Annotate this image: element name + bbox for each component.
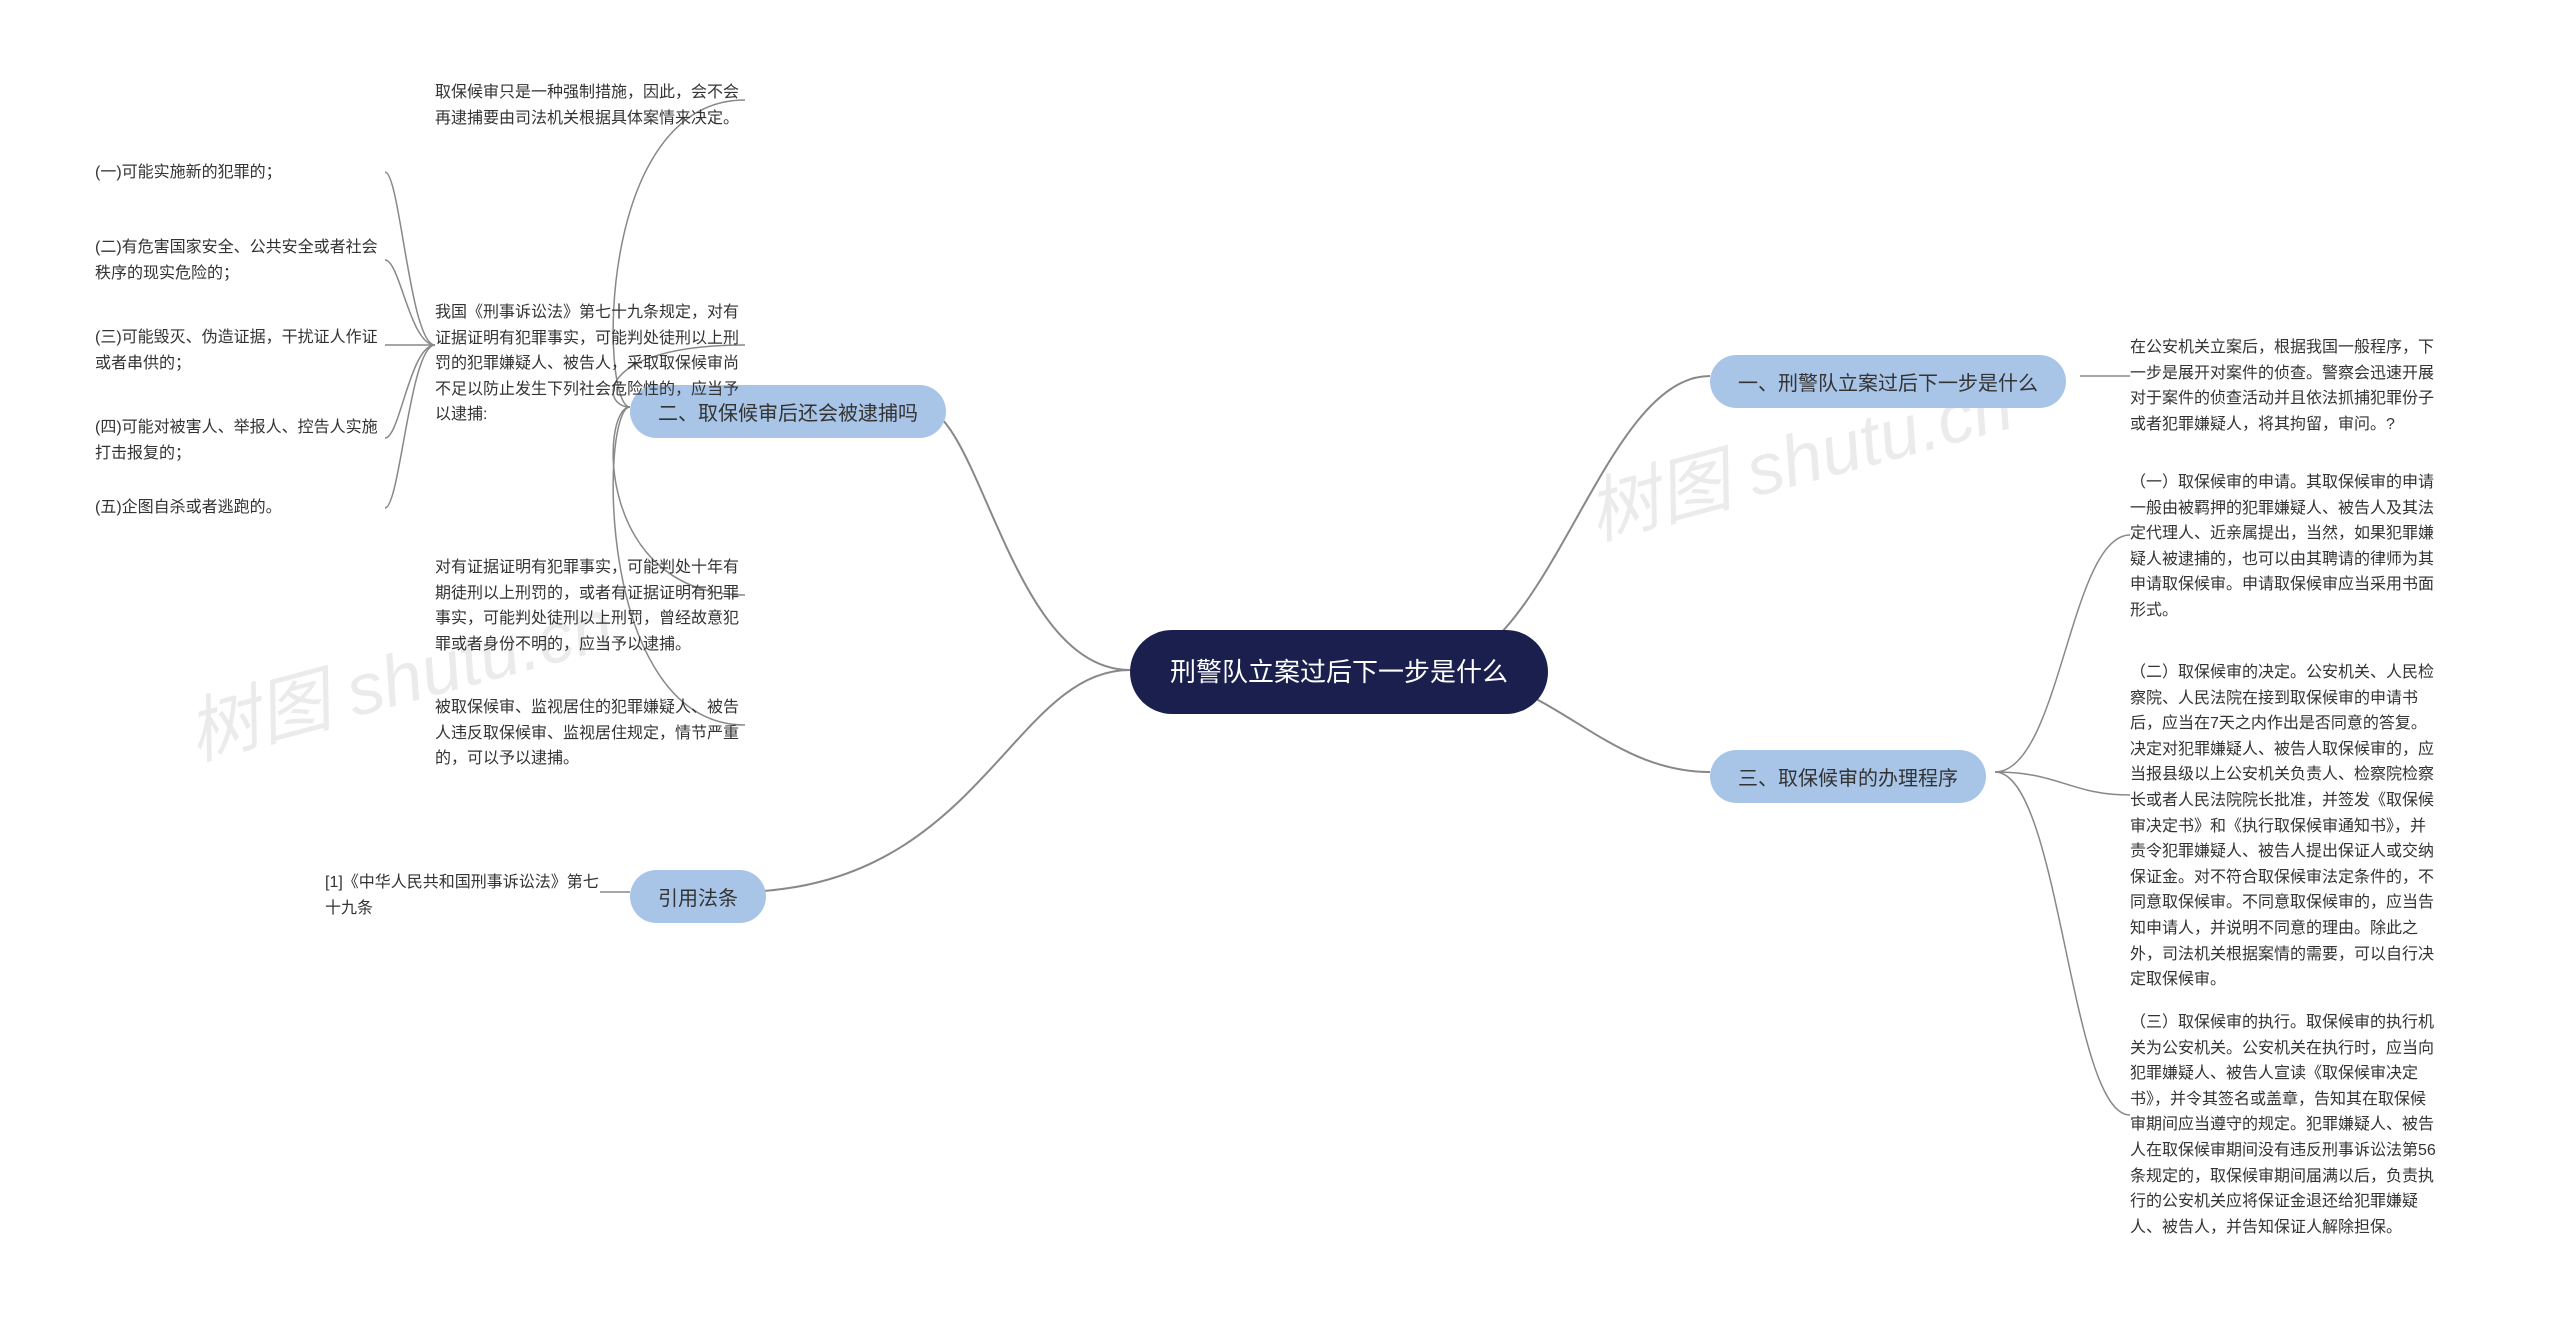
leaf-b3-3: （三）取保候审的执行。取保候审的执行机关为公安机关。公安机关在执行时，应当向犯罪… [2130,1010,2440,1240]
leaf-b2-3: 对有证据证明有犯罪事实，可能判处十年有期徒刑以上刑罚的，或者有证据证明有犯罪事实… [435,555,745,657]
leaf-b2-2: 我国《刑事诉讼法》第七十九条规定，对有证据证明有犯罪事实，可能判处徒刑以上刑罚的… [435,300,745,428]
center-node[interactable]: 刑警队立案过后下一步是什么 [1130,630,1548,714]
branch-4[interactable]: 引用法条 [630,870,766,923]
branch-1[interactable]: 一、刑警队立案过后下一步是什么 [1710,355,2066,408]
leaf-b2-2-4: (四)可能对被害人、举报人、控告人实施打击报复的； [95,415,385,466]
leaf-b3-1: （一）取保候审的申请。其取保候审的申请一般由被羁押的犯罪嫌疑人、被告人及其法定代… [2130,470,2440,624]
leaf-b2-4: 被取保候审、监视居住的犯罪嫌疑人、被告人违反取保候审、监视居住规定，情节严重的，… [435,695,745,772]
leaf-b2-2-3: (三)可能毁灭、伪造证据，干扰证人作证或者串供的； [95,325,385,376]
leaf-b1-1: 在公安机关立案后，根据我国一般程序，下一步是展开对案件的侦查。警察会迅速开展对于… [2130,335,2440,437]
leaf-b2-2-2: (二)有危害国家安全、公共安全或者社会秩序的现实危险的； [95,235,385,286]
leaf-b4-1: [1]《中华人民共和国刑事诉讼法》第七十九条 [325,870,605,921]
leaf-b3-2: （二）取保候审的决定。公安机关、人民检察院、人民法院在接到取保候审的申请书后，应… [2130,660,2440,993]
leaf-b2-2-5: (五)企图自杀或者逃跑的。 [95,495,282,521]
branch-3[interactable]: 三、取保候审的办理程序 [1710,750,1986,803]
leaf-b2-2-1: (一)可能实施新的犯罪的； [95,160,282,186]
leaf-b2-1: 取保候审只是一种强制措施，因此，会不会再逮捕要由司法机关根据具体案情来决定。 [435,80,745,131]
